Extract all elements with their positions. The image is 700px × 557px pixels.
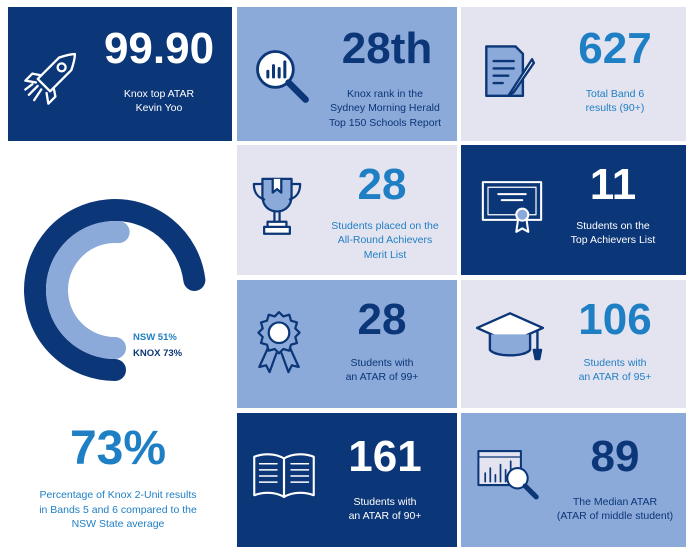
band6-label: Total Band 6 results (90+)	[585, 88, 645, 115]
rank-label: Knox rank in the Sydney Morning Herald Top…	[328, 88, 442, 129]
legend-nsw: NSW 51%	[133, 332, 177, 343]
all-round-number: 28	[357, 160, 407, 209]
graduation-cap-icon	[475, 312, 545, 361]
atar-90-number: 161	[348, 432, 422, 481]
analytics-magnifier-icon	[477, 450, 539, 500]
knox-arc	[24, 199, 206, 381]
band-comparison-chart	[20, 195, 210, 385]
document-pen-icon	[485, 45, 536, 98]
legend-knox: KNOX 73%	[133, 348, 183, 359]
tile-atar-90: 161 Students with an ATAR of 90+	[237, 413, 457, 547]
tile-top-atar: 99.90 Knox top ATAR Kevin Yoo	[8, 7, 232, 141]
nsw-arc	[46, 221, 130, 359]
tile-all-round: 28 Students placed on the All-Round Achie…	[237, 145, 457, 275]
atar-number: 99.90	[103, 24, 215, 73]
atar-95-number: 106	[578, 295, 652, 344]
headline-percentage: 73%	[69, 422, 167, 475]
all-round-label: Students placed on the All-Round Achiever…	[331, 220, 439, 261]
atar-label: Knox top ATAR Kevin Yoo	[123, 88, 195, 115]
top-achievers-number: 11	[589, 160, 637, 209]
tile-smh-rank: 28th Knox rank in the Sydney Morning Hera…	[237, 7, 457, 141]
tile-band6: 627 Total Band 6 results (90+)	[461, 7, 686, 141]
band6-number: 627	[578, 24, 652, 73]
trophy-icon	[252, 177, 302, 235]
tile-atar-95: 106 Students with an ATAR of 95+	[461, 280, 686, 408]
median-number: 89	[590, 432, 640, 481]
tile-top-achievers: 11 Students on the Top Achievers List	[461, 145, 686, 275]
rocket-icon	[24, 52, 77, 105]
median-label: The Median ATAR (ATAR of middle student)	[556, 496, 674, 523]
tile-atar-99: 28 Students with an ATAR of 99+	[237, 280, 457, 408]
atar-95-label: Students with an ATAR of 95+	[578, 357, 652, 384]
rosette-icon	[257, 311, 301, 374]
atar-99-number: 28	[357, 295, 407, 344]
magnifier-chart-icon	[256, 50, 309, 103]
open-book-icon	[253, 453, 315, 499]
atar-99-label: Students with an ATAR of 99+	[345, 357, 419, 384]
top-achievers-label: Students on the Top Achievers List	[570, 220, 656, 247]
headline-caption: Percentage of Knox 2-Unit results in Ban…	[39, 489, 197, 531]
tile-median-atar: 89 The Median ATAR (ATAR of middle studen…	[461, 413, 686, 547]
certificate-icon	[481, 181, 543, 233]
rank-number: 28th	[341, 24, 433, 73]
atar-90-label: Students with an ATAR of 90+	[348, 496, 422, 523]
